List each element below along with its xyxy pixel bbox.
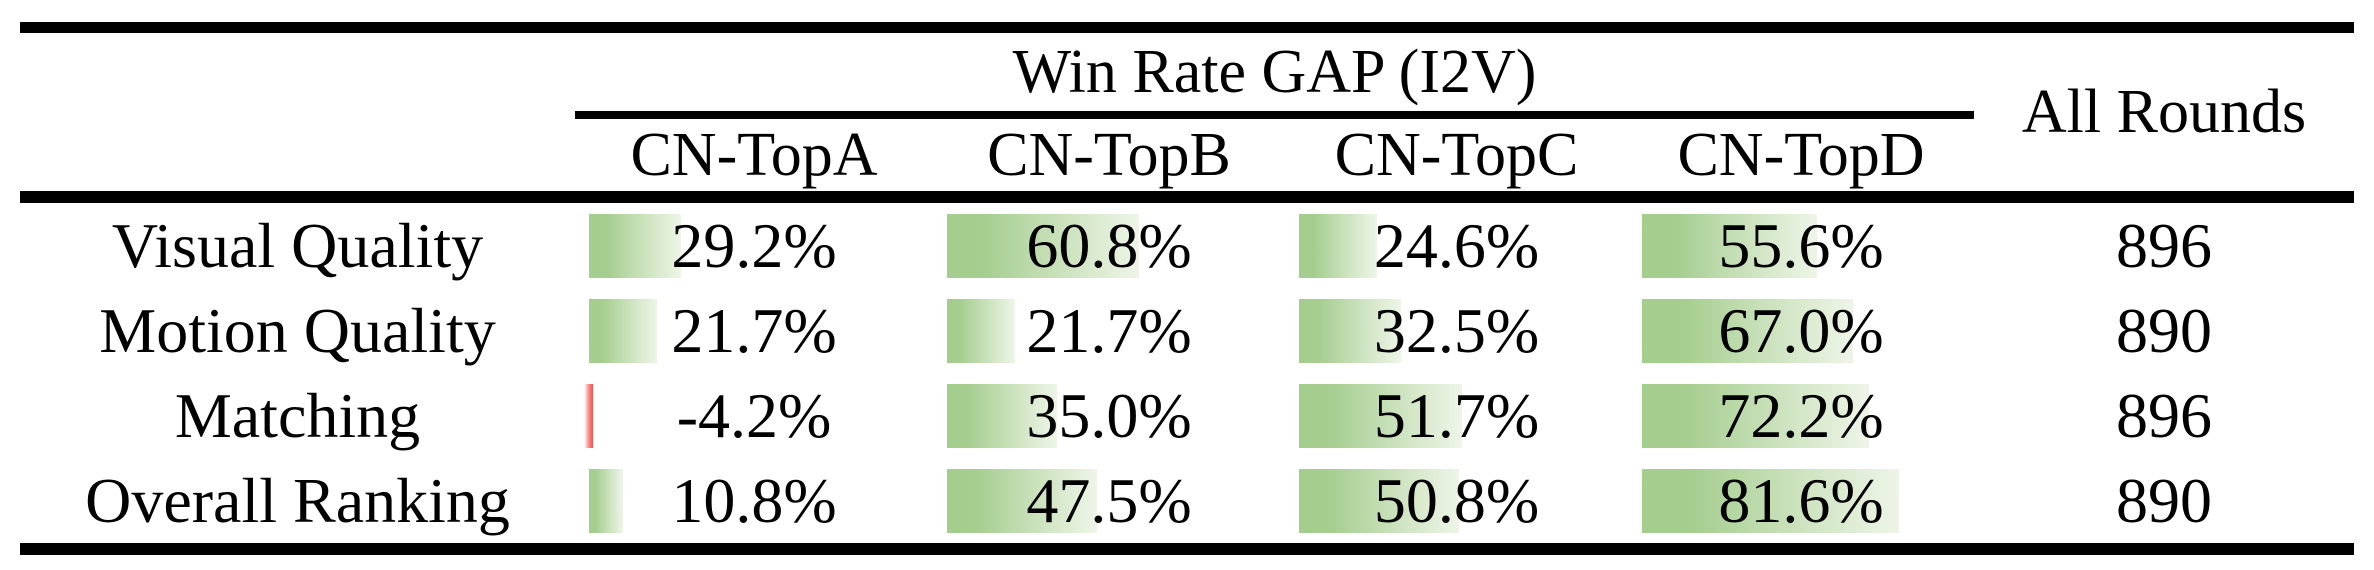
value-text: 10.8% (671, 464, 837, 536)
data-bar (947, 383, 1058, 448)
value-cell: 55.6% (1628, 203, 1974, 288)
table-row: Matching -4.2% 35.0% 51.7% 72.2% 896 (20, 373, 2354, 458)
all-rounds-value: 896 (2116, 379, 2212, 451)
data-bar (947, 298, 1016, 363)
table-row: Motion Quality 21.7% 21.7% 32.5% 67.0% 8… (20, 288, 2354, 373)
data-bar (1299, 383, 1462, 448)
value-cell: 67.0% (1628, 288, 1974, 373)
row-label-visual-quality: Visual Quality (111, 209, 484, 281)
value-text: 72.2% (1718, 379, 1884, 451)
value-cell: 81.6% (1628, 458, 1974, 543)
value-text: 50.8% (1373, 464, 1540, 536)
data-bar (589, 298, 658, 363)
value-cell: 72.2% (1628, 373, 1974, 458)
data-bar (589, 468, 623, 533)
all-rounds-value: 896 (2116, 209, 2212, 281)
bottom-rule (20, 543, 2354, 555)
value-text: 24.6% (1373, 209, 1540, 281)
value-text: 21.7% (671, 294, 837, 366)
top-rule (20, 22, 2354, 33)
value-cell: 32.5% (1285, 288, 1628, 373)
value-cell: 51.7% (1285, 373, 1628, 458)
value-cell: 10.8% (575, 458, 933, 543)
win-rate-table: Win Rate GAP (I2V) All Rounds CN-TopA CN… (20, 22, 2354, 555)
row-label-overall-ranking: Overall Ranking (85, 464, 510, 536)
data-bar (1299, 468, 1459, 533)
title-underline-rule (575, 111, 1974, 119)
value-cell: 21.7% (575, 288, 933, 373)
value-text: 21.7% (1026, 294, 1192, 366)
all-rounds-value: 890 (2116, 294, 2212, 366)
column-header-cn-topd: CN-TopD (1677, 121, 1925, 189)
data-bar (589, 213, 681, 278)
data-bar (1299, 213, 1377, 278)
value-text: 67.0% (1718, 294, 1884, 366)
value-text: 47.5% (1026, 464, 1192, 536)
value-cell: 29.2% (575, 203, 933, 288)
data-bar (1642, 213, 1818, 278)
value-text: 29.2% (671, 209, 837, 281)
value-text: 55.6% (1718, 209, 1884, 281)
column-header-cn-topc: CN-TopC (1334, 121, 1579, 189)
data-bar (585, 383, 593, 448)
value-cell: 47.5% (933, 458, 1285, 543)
value-cell: 21.7% (933, 288, 1285, 373)
data-bar (947, 213, 1139, 278)
all-rounds-value: 890 (2116, 464, 2212, 536)
value-cell: 50.8% (1285, 458, 1628, 543)
column-header-cn-topb: CN-TopB (987, 121, 1231, 189)
row-label-matching: Matching (174, 379, 421, 451)
value-text: 81.6% (1718, 464, 1884, 536)
table-header: Win Rate GAP (I2V) All Rounds CN-TopA CN… (20, 33, 2354, 191)
value-cell: 35.0% (933, 373, 1285, 458)
value-cell: 60.8% (933, 203, 1285, 288)
value-cell: -4.2% (575, 373, 933, 458)
row-label-motion-quality: Motion Quality (99, 294, 496, 366)
value-text: 51.7% (1373, 379, 1540, 451)
data-bar (1642, 298, 1853, 363)
data-bar (1642, 468, 1899, 533)
data-bar (1642, 383, 1870, 448)
table-row: Visual Quality 29.2% 60.8% 24.6% 55.6% 8… (20, 203, 2354, 288)
data-bar (1299, 298, 1402, 363)
value-text: 35.0% (1026, 379, 1192, 451)
value-cell: 24.6% (1285, 203, 1628, 288)
table-title: Win Rate GAP (I2V) (1012, 38, 1537, 106)
data-bar (947, 468, 1097, 533)
table-row: Overall Ranking 10.8% 47.5% 50.8% 81.6% … (20, 458, 2354, 543)
value-text: -4.2% (676, 379, 832, 451)
value-text: 60.8% (1026, 209, 1192, 281)
all-rounds-header: All Rounds (2021, 78, 2307, 146)
header-separator-rule (20, 191, 2354, 203)
column-header-cn-topa: CN-TopA (630, 121, 878, 189)
value-text: 32.5% (1373, 294, 1540, 366)
